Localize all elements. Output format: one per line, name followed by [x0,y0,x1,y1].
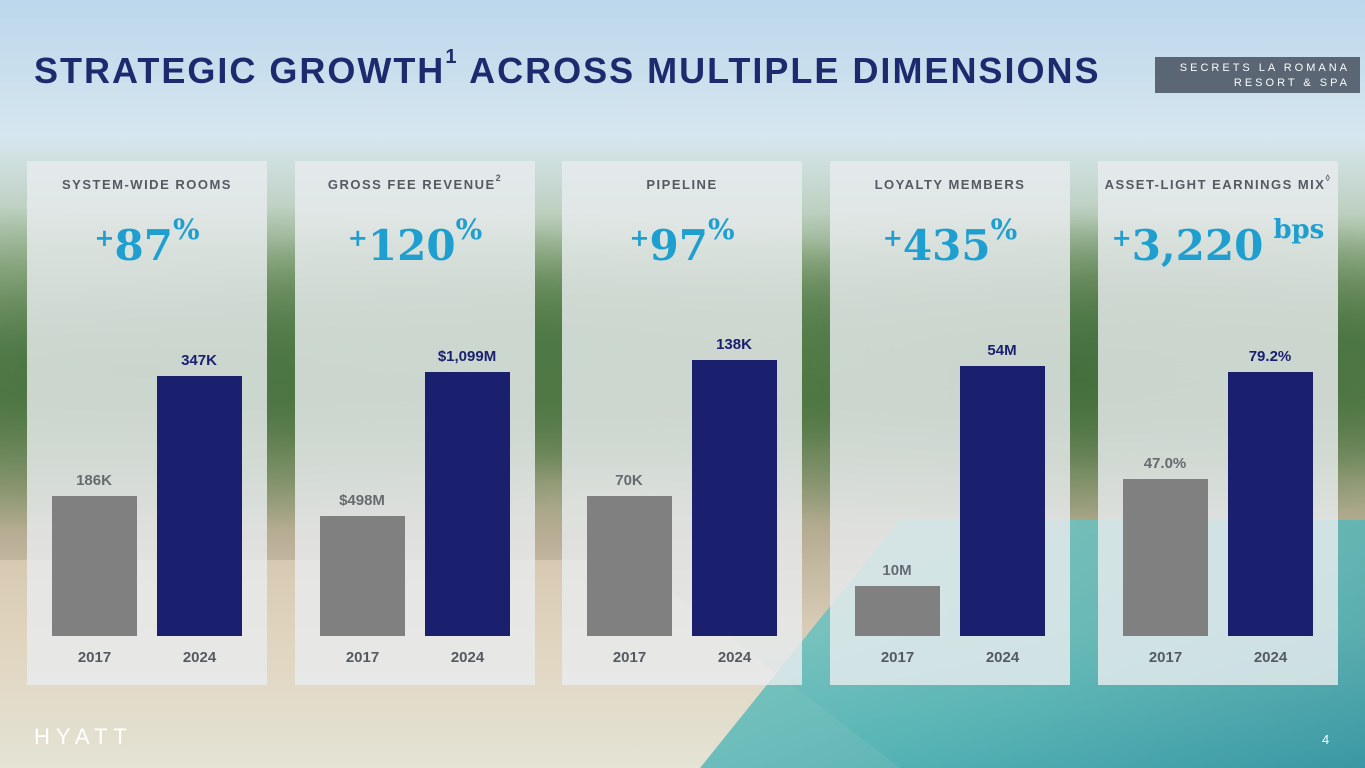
bar-2024 [960,366,1045,636]
bar-2017 [52,496,137,636]
bar-value-label: 70K [615,472,643,489]
panel-title-text: SYSTEM-WIDE ROOMS [62,177,232,192]
panel-title-footnote: ◊ [1325,173,1332,183]
growth-unit: bps [1273,215,1325,245]
bar-value-label: $498M [339,492,385,509]
growth-value: 97 [649,221,708,270]
growth-plus: + [1111,223,1132,252]
growth-figure: +87% [27,213,267,270]
growth-value: 3,220 [1131,221,1264,270]
x-tick-label: 2017 [77,649,112,666]
panel-title-text: LOYALTY MEMBERS [874,177,1026,192]
bar-value-label: 54M [987,342,1017,359]
bar-2024 [1228,372,1313,636]
x-tick-label: 2017 [1148,649,1183,666]
bar-2017 [320,516,405,636]
title-footnote: 1 [445,46,459,68]
panel-title-text: PIPELINE [646,177,718,192]
panel-title-text: ASSET-LIGHT EARNINGS MIX [1104,177,1326,192]
growth-plus: + [629,223,650,252]
resort-caption: SECRETS LA ROMANA RESORT & SPA [1155,57,1360,93]
growth-figure: +435% [830,213,1070,270]
growth-unit: % [172,213,200,246]
panel-title: PIPELINE [562,177,802,192]
resort-caption-line2: RESORT & SPA [1233,77,1350,89]
growth-unit: % [707,213,735,246]
x-tick-label: 2017 [345,649,380,666]
panel-title: SYSTEM-WIDE ROOMS [27,177,267,192]
resort-caption-line1: SECRETS LA ROMANA [1179,62,1350,74]
panel-title: ASSET-LIGHT EARNINGS MIX◊ [1098,173,1338,192]
bar-value-label: 186K [76,472,112,489]
bar-value-label: 347K [181,352,217,369]
growth-value: 435 [902,221,991,270]
growth-unit: % [455,213,483,246]
panel-gross-fee-revenue: GROSS FEE REVENUE2 +120% $498M 2017 $1,099M 2… [295,161,535,685]
bar-2024 [692,360,777,636]
page-number: 4 [1322,732,1330,747]
panel-title-footnote: 2 [495,173,503,183]
bar-value-label: 10M [882,562,912,579]
bar-value-label: 138K [716,336,752,353]
growth-figure: +3,220 bps [1098,215,1338,270]
growth-value: 87 [114,221,173,270]
bar-2017 [855,586,940,636]
x-tick-label: 2024 [450,649,485,666]
growth-plus: + [347,223,368,252]
growth-plus: + [882,223,903,252]
bar-value-label: 79.2% [1248,348,1292,365]
growth-plus: + [94,223,115,252]
panel-system-wide-rooms: SYSTEM-WIDE ROOMS +87% 186K 2017 347K 2024 [27,161,267,685]
panel-asset-light-earnings-mix: ASSET-LIGHT EARNINGS MIX◊ +3,220 bps 47.0% 2… [1098,161,1338,685]
bar-value-label: $1,099M [437,348,497,365]
bar-2024 [425,372,510,636]
x-tick-label: 2024 [1253,649,1288,666]
x-tick-label: 2024 [985,649,1020,666]
title-rest: ACROSS MULTIPLE DIMENSIONS [458,50,1101,91]
hyatt-logo: HYATT [34,724,133,749]
x-tick-label: 2017 [880,649,915,666]
panel-title-text: GROSS FEE REVENUE [327,177,496,192]
panel-loyalty-members: LOYALTY MEMBERS +435% 10M 2017 54M 2024 [830,161,1070,685]
title-main: STRATEGIC GROWTH [34,50,446,91]
bar-2017 [1123,479,1208,636]
panel-title: GROSS FEE REVENUE2 [295,173,535,192]
x-tick-label: 2017 [612,649,647,666]
bar-value-label: 47.0% [1143,455,1187,472]
panel-pipeline: PIPELINE +97% 70K 2017 138K 2024 [562,161,802,685]
bar-2017 [587,496,672,636]
growth-value: 120 [367,221,456,270]
x-tick-label: 2024 [182,649,217,666]
growth-unit: % [990,213,1018,246]
page-title: STRATEGIC GROWTH1 ACROSS MULTIPLE DIMENS… [34,46,1101,92]
x-tick-label: 2024 [717,649,752,666]
bar-2024 [157,376,242,636]
growth-figure: +120% [295,213,535,270]
growth-figure: +97% [562,213,802,270]
panel-title: LOYALTY MEMBERS [830,177,1070,192]
